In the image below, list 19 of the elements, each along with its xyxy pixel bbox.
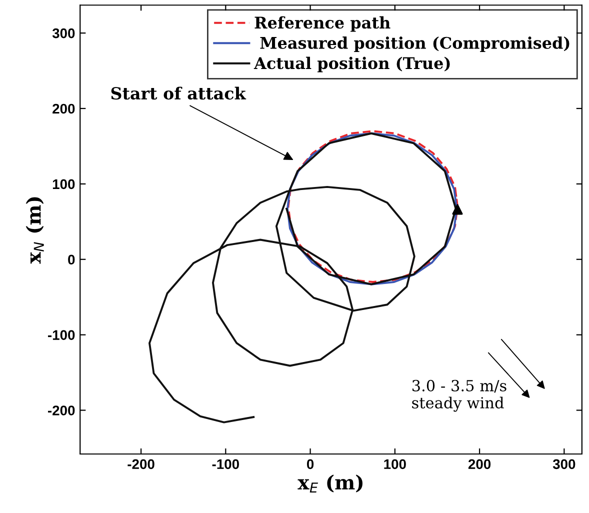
x-axis-title: x$_{E}$ (m) <box>298 474 362 493</box>
annotation: Start of attack <box>111 86 246 100</box>
y-tick-label: 100 <box>52 179 75 190</box>
x-tick-label: 200 <box>468 459 491 470</box>
x-tick-label: -200 <box>128 459 154 470</box>
x-tick-label: 300 <box>552 459 576 470</box>
x-tick-label: -100 <box>212 459 239 470</box>
y-tick-label: -200 <box>48 406 75 416</box>
legend-label: Reference path <box>254 16 390 32</box>
y-axis-title: x$_{N}$ (m) <box>26 197 44 264</box>
legend-label: Actual position (True) <box>254 56 450 72</box>
x-tick-label: 0 <box>306 459 314 470</box>
y-tick-label: 300 <box>52 28 75 38</box>
y-tick-label: -100 <box>48 330 75 340</box>
y-tick-label: 200 <box>52 104 75 114</box>
annotation: 3.0 - 3.5 m/s steady wind <box>412 380 506 412</box>
y-tick-label: 0 <box>68 254 75 265</box>
x-tick-label: 100 <box>384 459 406 470</box>
legend-label: Measured position (Compromised) <box>260 36 570 52</box>
